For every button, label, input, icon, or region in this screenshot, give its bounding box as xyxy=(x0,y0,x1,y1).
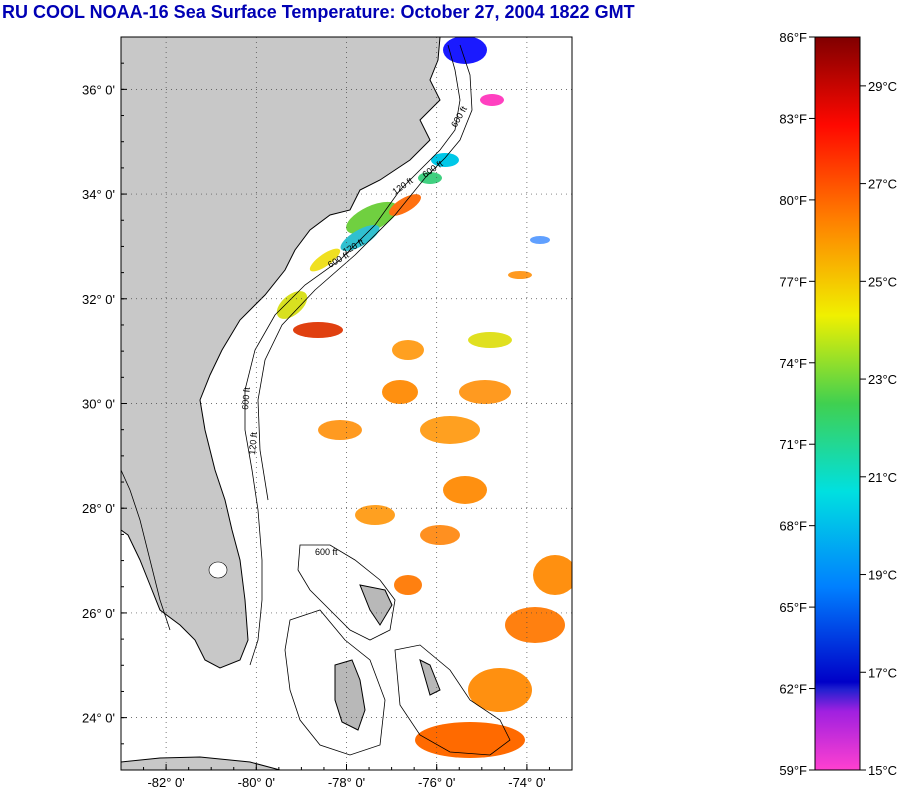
colorbar-f-label: 59°F xyxy=(779,763,807,778)
colorbar-c-label: 15°C xyxy=(868,763,897,778)
colorbar-f-label: 83°F xyxy=(779,111,807,126)
land-bahamas-eleuthera xyxy=(419,659,441,696)
lon-tick-label: -76° 0' xyxy=(418,775,455,790)
colorbar-f-label: 77°F xyxy=(779,274,807,289)
colorbar-c-label: 17°C xyxy=(868,665,897,680)
colorbar-c-label: 21°C xyxy=(868,470,897,485)
colorbar-f-label: 71°F xyxy=(779,437,807,452)
lon-tick-label: -78° 0' xyxy=(328,775,365,790)
colorbar-f-label: 62°F xyxy=(779,682,807,697)
land-bahamas-grand xyxy=(359,584,393,626)
colorbar-c-label: 25°C xyxy=(868,274,897,289)
lake-okeechobee xyxy=(208,561,228,579)
contour-label: 600 ft xyxy=(240,386,252,410)
grid-lines xyxy=(121,37,572,770)
sst-overlay xyxy=(276,37,572,758)
colorbar-f-label: 80°F xyxy=(779,193,807,208)
lon-tick-label: -82° 0' xyxy=(147,775,184,790)
colorbar-c-label: 23°C xyxy=(868,372,897,387)
lat-tick-label: 36° 0' xyxy=(82,82,115,97)
contour-label: 120 ft xyxy=(247,431,259,455)
colorbar-c-label: 19°C xyxy=(868,568,897,583)
colorbar-f-label: 86°F xyxy=(779,30,807,45)
land-us-mainland xyxy=(121,37,441,669)
lat-tick-label: 28° 0' xyxy=(82,501,115,516)
lat-tick-label: 34° 0' xyxy=(82,187,115,202)
lat-tick-label: 26° 0' xyxy=(82,606,115,621)
lat-tick-label: 24° 0' xyxy=(82,711,115,726)
colorbar-f-label: 74°F xyxy=(779,356,807,371)
land-cuba xyxy=(121,756,281,770)
land-bahamas-andros xyxy=(334,659,366,731)
contour-label: 600 ft xyxy=(315,547,338,557)
colorbar-c-label: 27°C xyxy=(868,177,897,192)
lon-tick-label: -80° 0' xyxy=(238,775,275,790)
lon-tick-label: -74° 0' xyxy=(508,775,545,790)
colorbar-gradient xyxy=(814,36,861,771)
lat-tick-label: 30° 0' xyxy=(82,397,115,412)
bathymetry-contours xyxy=(121,44,511,756)
colorbar-c-label: 29°C xyxy=(868,79,897,94)
lat-tick-label: 32° 0' xyxy=(82,292,115,307)
colorbar-f-label: 65°F xyxy=(779,600,807,615)
colorbar: 86°F 83°F 80°F 77°F 74°F 71°F 68°F 65°F 62°F 59°F… xyxy=(779,30,897,778)
map-title: RU COOL NOAA-16 Sea Surface Temperature:… xyxy=(2,2,635,22)
colorbar-f-label: 68°F xyxy=(779,519,807,534)
